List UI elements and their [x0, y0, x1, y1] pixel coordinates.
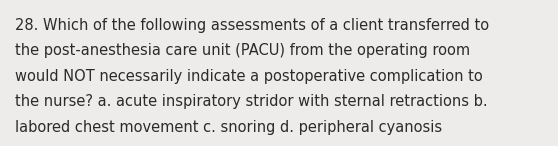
Text: labored chest movement c. snoring d. peripheral cyanosis: labored chest movement c. snoring d. per…: [15, 120, 442, 135]
Text: would NOT necessarily indicate a postoperative complication to: would NOT necessarily indicate a postope…: [15, 69, 483, 84]
Text: the post-anesthesia care unit (PACU) from the operating room: the post-anesthesia care unit (PACU) fro…: [15, 43, 470, 58]
Text: the nurse? a. acute inspiratory stridor with sternal retractions b.: the nurse? a. acute inspiratory stridor …: [15, 94, 488, 109]
Text: 28. Which of the following assessments of a client transferred to: 28. Which of the following assessments o…: [15, 18, 489, 33]
